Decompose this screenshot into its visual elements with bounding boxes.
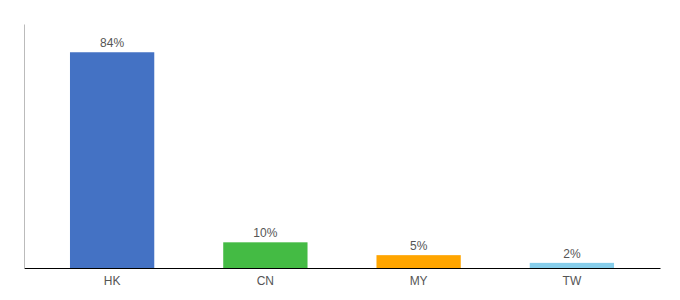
bars <box>70 52 614 268</box>
chart-container: HK CN MY TW 84% 10% 5% 2% <box>0 0 680 300</box>
x-tick: MY <box>410 274 428 288</box>
y-axis-line <box>24 25 25 269</box>
data-label: 10% <box>253 226 277 240</box>
bar <box>70 52 154 268</box>
x-tick-label: HK <box>104 274 121 288</box>
plot-area: HK CN MY TW 84% 10% 5% 2% <box>25 25 661 288</box>
data-labels: 84% 10% 5% 2% <box>100 36 581 261</box>
chart-svg: HK CN MY TW 84% 10% 5% 2% <box>0 0 680 300</box>
x-tick: CN <box>257 274 274 288</box>
bar <box>223 242 307 268</box>
x-axis-line <box>25 268 661 269</box>
data-label: 84% <box>100 36 124 50</box>
x-tick: HK <box>104 274 121 288</box>
x-axis: HK CN MY TW <box>25 269 661 288</box>
data-label: 5% <box>410 239 428 253</box>
x-tick: TW <box>563 274 582 288</box>
x-tick-label: MY <box>410 274 428 288</box>
bar <box>530 263 614 268</box>
x-tick-label: TW <box>563 274 582 288</box>
data-label: 2% <box>563 247 581 261</box>
x-tick-label: CN <box>257 274 274 288</box>
y-axis <box>24 25 25 269</box>
bar <box>376 255 460 268</box>
